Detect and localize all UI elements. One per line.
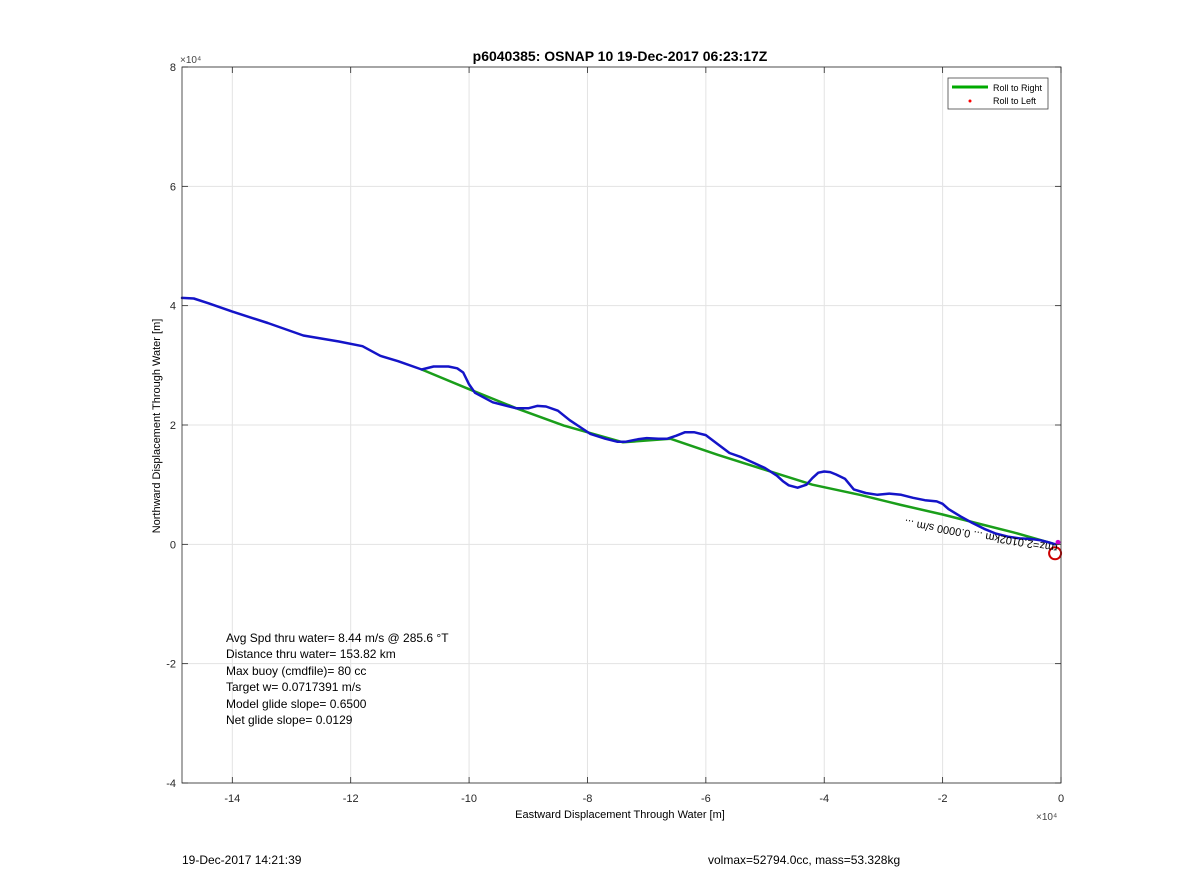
y-tick-label: 8	[170, 62, 176, 74]
stat-avg-speed: Avg Spd thru water= 8.44 m/s @ 285.6 °T	[226, 631, 449, 645]
x-tick-label: -12	[343, 793, 359, 805]
legend: Roll to Right Roll to Left	[947, 77, 1049, 110]
y-tick-label: 2	[170, 420, 176, 432]
stat-target-w: Target w= 0.0717391 m/s	[226, 680, 361, 694]
stats-block: Avg Spd thru water= 8.44 m/s @ 285.6 °T …	[226, 631, 449, 727]
footer-info: volmax=52794.0cc, mass=53.328kg	[708, 853, 901, 867]
stat-model-glide: Model glide slope= 0.6500	[226, 697, 367, 711]
y-tick-label: -4	[166, 778, 176, 790]
y-exponent-label: ×10⁴	[180, 55, 201, 66]
x-tick-label: -6	[701, 793, 711, 805]
x-tick-label: -8	[583, 793, 593, 805]
x-tick-label: -14	[224, 793, 240, 805]
x-exponent-label: ×10⁴	[1036, 812, 1057, 823]
x-tick-label: -10	[461, 793, 477, 805]
axes	[181, 66, 1062, 784]
stat-distance: Distance thru water= 153.82 km	[226, 647, 396, 661]
footer-timestamp: 19-Dec-2017 14:21:39	[182, 853, 302, 867]
x-tick-label: 0	[1058, 793, 1064, 805]
y-axis-label: Northward Displacement Through Water [m]	[151, 319, 163, 534]
grid-lines	[182, 66, 1062, 784]
tick-labels: -14 -12 -10 -8 -6 -4 -2 0 -4 -2 0 2 4 6 8	[166, 62, 1064, 805]
stat-max-buoy: Max buoy (cmdfile)= 80 cc	[226, 664, 366, 678]
legend-box	[947, 77, 1049, 110]
x-tick-label: -2	[938, 793, 948, 805]
legend-label-roll-left: Roll to Left	[993, 96, 1037, 106]
series-track-line	[180, 296, 1057, 546]
series-roll-right-line	[420, 368, 1057, 546]
start-marker-dot	[1055, 539, 1061, 545]
legend-label-roll-right: Roll to Right	[993, 83, 1043, 93]
y-tick-label: 6	[170, 181, 176, 193]
slope-annotation: rmz=2.0102km ... 0.0000 s/m ...	[904, 516, 1059, 553]
stat-net-glide: Net glide slope= 0.0129	[226, 713, 353, 727]
legend-marker-roll-left	[968, 99, 972, 103]
y-tick-label: 0	[170, 539, 176, 551]
series-layer	[180, 296, 1063, 561]
x-tick-label: -4	[819, 793, 829, 805]
y-tick-label: 4	[170, 301, 176, 313]
y-tick-label: -2	[166, 659, 176, 671]
x-axis-label: Eastward Displacement Through Water [m]	[515, 809, 725, 821]
chart-title: p6040385: OSNAP 10 19-Dec-2017 06:23:17Z	[473, 48, 768, 64]
